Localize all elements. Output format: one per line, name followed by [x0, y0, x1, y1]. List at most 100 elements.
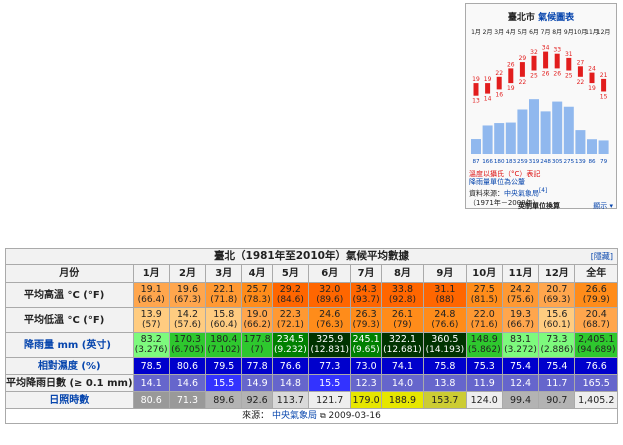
- table-cell: 29.2 (84.6): [271, 282, 310, 308]
- table-cell: 14.6: [168, 374, 207, 392]
- row-label-humidity[interactable]: 相對濕度 (%): [5, 357, 134, 375]
- table-cell: 22.0 (71.6): [465, 307, 503, 333]
- chart-source-ref[interactable]: [4]: [539, 188, 548, 194]
- high-temp-label: 26: [507, 61, 515, 68]
- low-temp-label: 15: [600, 94, 608, 101]
- table-cell: 12.4: [501, 374, 540, 392]
- high-temp-label: 21: [600, 72, 608, 79]
- table-cell: 22.3 (72.1): [271, 307, 310, 333]
- header-label: 月份: [5, 264, 134, 283]
- table-cell: 11.9: [465, 374, 503, 392]
- table-hide-link[interactable]: [隱藏]: [590, 252, 613, 261]
- table-cell: 170.3 (6.705): [168, 332, 207, 358]
- temp-range-bar: [577, 66, 583, 77]
- table-cell: 177.8 (7): [241, 332, 273, 358]
- chart-source-label: 資料來源：: [469, 189, 504, 198]
- table-cell: 14.1: [132, 374, 170, 392]
- table-row: 平均降雨日數 (≥ 0.1 mm) 14.1 14.6 15.5 14.9 14…: [5, 374, 618, 392]
- low-temp-label: 13: [472, 98, 480, 105]
- month-header: 11月: [501, 264, 540, 283]
- table-source-link[interactable]: 中央氣象局: [272, 411, 318, 421]
- month-label: 4月: [506, 29, 516, 36]
- table-cell: 13.8: [423, 374, 467, 392]
- high-temp-label: 34: [542, 45, 550, 52]
- table-cell: 92.6: [241, 391, 273, 409]
- climate-chart-box: 臺北市 氣候圖表 1月 2月 3月 4月 5月 6月 7月 8月 9月 10月 11月 12月 19 13…: [465, 3, 617, 211]
- table-cell: 12.3: [350, 374, 382, 392]
- table-cell: 76.6: [574, 357, 618, 375]
- precip-bar: [598, 140, 609, 154]
- table-cell: 24.8 (76.6): [423, 307, 467, 333]
- precip-label: 248: [540, 159, 551, 165]
- annual-header: 全年: [574, 264, 618, 283]
- chart-source-link[interactable]: 中央氣象局: [504, 189, 539, 198]
- high-temp-label: 32: [530, 49, 538, 56]
- row-label-high: 平均高溫 °C (°F): [5, 282, 134, 308]
- month-header: 6月: [307, 264, 352, 283]
- table-cell: 31.1 (88): [423, 282, 467, 308]
- temp-unit-note: 溫度以攝氏（°C）表記: [469, 170, 541, 178]
- table-cell: 99.4: [501, 391, 540, 409]
- month-header: 7月: [350, 264, 382, 283]
- row-label-low: 平均低溫 °C (°F): [5, 307, 134, 333]
- climate-chart-title: 臺北市 氣候圖表: [466, 10, 616, 23]
- chart-city: 臺北市: [507, 13, 535, 23]
- table-cell: 24.6 (76.3): [307, 307, 352, 333]
- table-cell: 79.5: [205, 357, 243, 375]
- temp-range-bar: [566, 57, 572, 71]
- table-cell: 33.8 (92.8): [380, 282, 425, 308]
- table-row: 相對濕度 (%) 78.5 80.6 79.5 77.8 76.6 77.3 7…: [5, 357, 618, 375]
- month-label: 10月: [574, 29, 588, 36]
- month-label: 11月: [585, 29, 599, 36]
- month-label: 3月: [494, 29, 504, 36]
- high-temp-label: 19: [472, 76, 480, 83]
- precip-bar: [540, 111, 551, 154]
- row-label-precip[interactable]: 降雨量 mm (英寸): [5, 332, 134, 358]
- table-cell: 245.1 (9.65): [350, 332, 382, 358]
- table-cell: 180.4 (7.102): [205, 332, 243, 358]
- low-temp-label: 16: [495, 91, 503, 98]
- chart-source: 資料來源：中央氣象局[4] （1971年－2000年）: [469, 188, 616, 208]
- table-cell: 19.6 (67.3): [168, 282, 207, 308]
- table-cell: 83.2 (3.276): [132, 332, 170, 358]
- table-cell: 19.3 (66.7): [501, 307, 540, 333]
- low-temp-label: 19: [507, 85, 515, 92]
- precip-bar: [505, 122, 516, 154]
- low-temp-label: 14: [484, 96, 492, 103]
- table-cell: 75.4: [501, 357, 540, 375]
- chart-toggle-label: 顯示: [593, 202, 608, 210]
- table-cell: 73.3 (2.886): [538, 332, 576, 358]
- chart-toggle-link[interactable]: 顯示 ▾: [593, 201, 613, 211]
- table-cell: 22.1 (71.8): [205, 282, 243, 308]
- table-source: 來源： 中央氣象局 ⧉ 2009-03-16: [5, 408, 618, 424]
- climate-chart-link[interactable]: 氣候圖表: [538, 13, 575, 23]
- precip-label: 275: [563, 159, 574, 165]
- high-temp-label: 24: [588, 66, 596, 73]
- precip-label: 305: [552, 159, 563, 165]
- precip-bar: [494, 123, 505, 154]
- table-cell: 32.0 (89.6): [307, 282, 352, 308]
- table-cell: 14.9: [241, 374, 273, 392]
- table-cell: 322.1 (12.681): [380, 332, 425, 358]
- table-cell: 14.8: [271, 374, 310, 392]
- month-label: 9月: [564, 29, 574, 36]
- table-row: 平均高溫 °C (°F) 19.1 (66.4) 19.6 (67.3) 22.1(…: [5, 282, 618, 308]
- table-cell: 13.9 (57): [132, 307, 170, 333]
- temp-range-bar: [496, 76, 502, 90]
- low-temp-label: 25: [530, 73, 538, 80]
- table-cell: 25.7 (78.3): [241, 282, 273, 308]
- unit-switch-link[interactable]: 英制單位換算: [518, 202, 560, 210]
- month-label: 5月: [517, 29, 527, 36]
- row-label-sunshine[interactable]: 日照時數: [5, 391, 134, 409]
- month-header: 4月: [241, 264, 273, 283]
- month-label: 7月: [541, 29, 551, 36]
- high-temp-label: 33: [553, 47, 561, 54]
- table-cell: 11.7: [538, 374, 576, 392]
- precip-label: 139: [575, 159, 586, 165]
- table-cell: 20.4 (68.7): [574, 307, 618, 333]
- temp-range-bar: [485, 83, 491, 94]
- table-cell: 80.6: [132, 391, 170, 409]
- table-cell: 188.9: [380, 391, 425, 409]
- precip-bar: [482, 125, 493, 154]
- table-cell: 15.5: [307, 374, 352, 392]
